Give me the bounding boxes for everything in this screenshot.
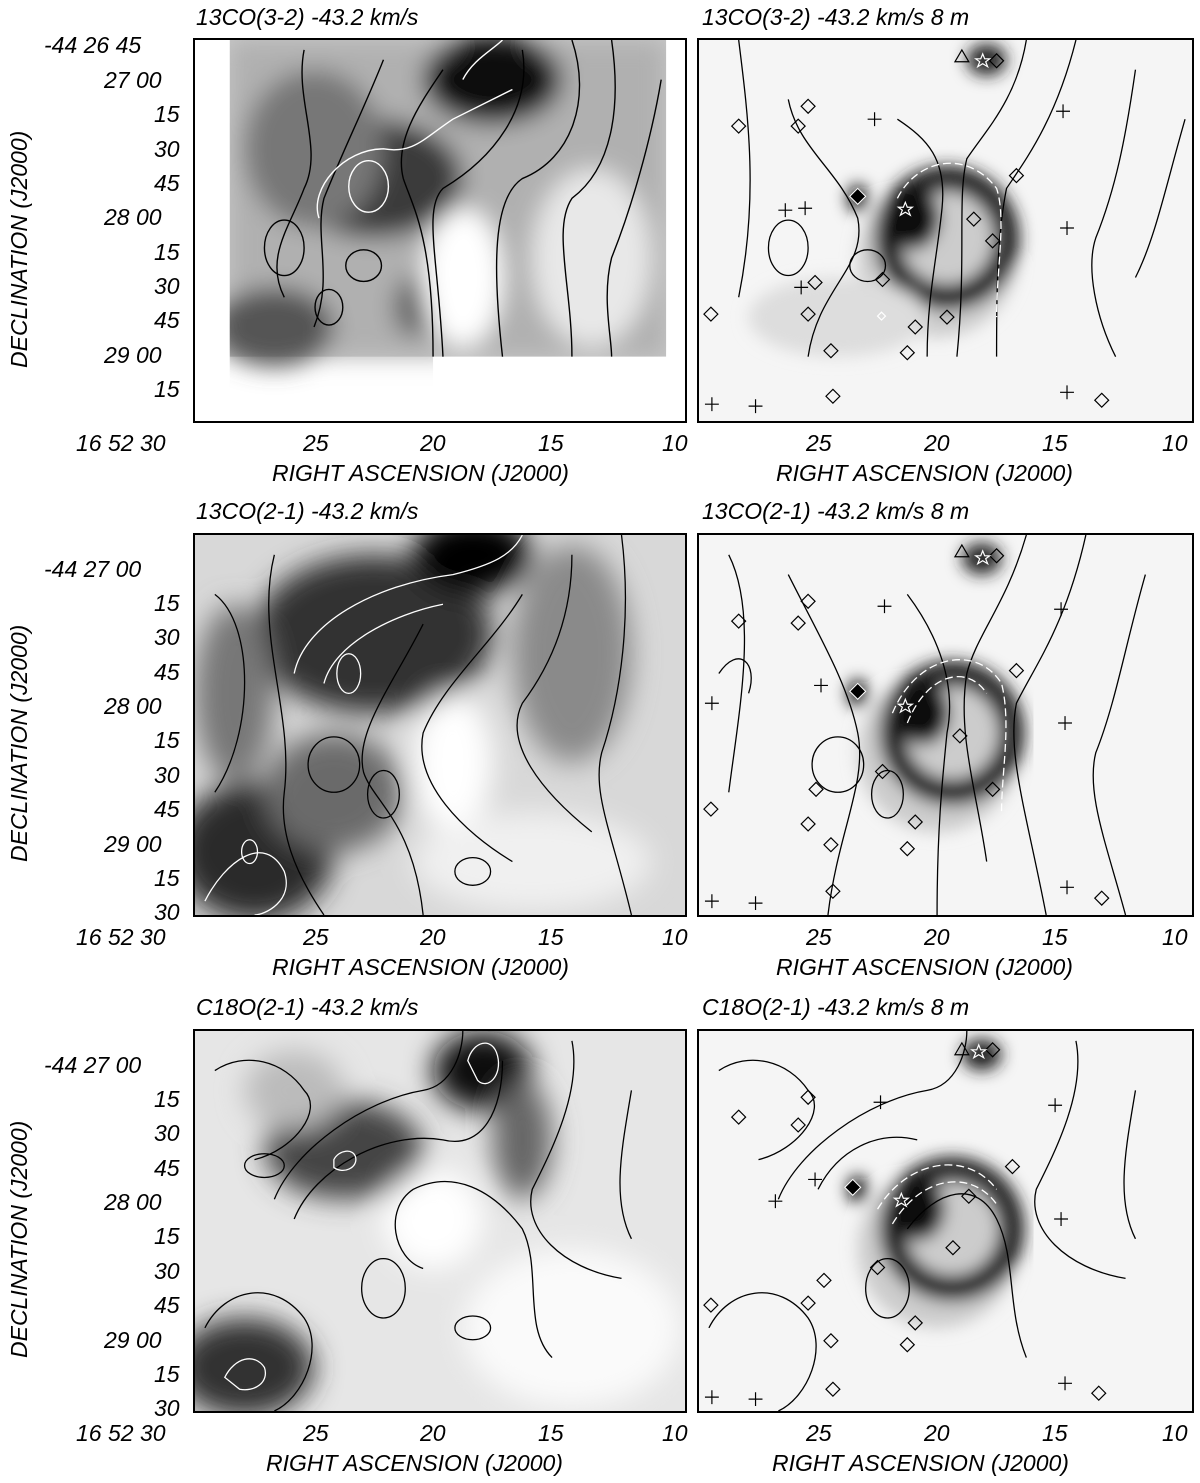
- dec-tick-label: 45: [154, 1292, 180, 1318]
- ra-tick-label: 16 52 30: [76, 1420, 166, 1446]
- ra-tick-label: 10: [662, 924, 688, 950]
- ra-tick-label: 15: [538, 1420, 564, 1446]
- panel-title-right: 13CO(3-2) -43.2 km/s 8 m: [702, 4, 970, 30]
- ra-tick-label: 20: [420, 924, 446, 950]
- ra-tick-label: 16 52 30: [76, 430, 166, 456]
- panel-title-left: 13CO(3-2) -43.2 km/s: [196, 4, 419, 30]
- dec-tick-label: 30: [154, 1120, 180, 1146]
- ra-tick-label: 15: [1042, 1420, 1068, 1446]
- ra-tick-label: 16 52 30: [76, 924, 166, 950]
- grayscale-intensity-map: [195, 40, 685, 421]
- dec-tick-label: 45: [154, 659, 180, 685]
- dec-tick-label: 15: [154, 865, 180, 891]
- grayscale-intensity-map: [195, 1031, 685, 1411]
- map-panel-13co21-right: [697, 533, 1194, 917]
- ra-tick-label: 20: [420, 430, 446, 456]
- dec-tick-label: 45: [154, 170, 180, 196]
- y-axis-label: DECLINATION (J2000): [6, 624, 32, 862]
- dec-tick-label: 30: [154, 899, 180, 925]
- grayscale-intensity-map: [195, 535, 685, 915]
- 8-micron-overlay-map: [699, 1031, 1192, 1411]
- x-axis-label: RIGHT ASCENSION (J2000): [776, 954, 1073, 980]
- ra-tick-label: 10: [1162, 1420, 1188, 1446]
- dec-tick-label: 15: [154, 727, 180, 753]
- dec-tick-label: 15: [154, 1086, 180, 1112]
- ra-tick-label: 25: [303, 1420, 329, 1446]
- ra-tick-label: 25: [303, 430, 329, 456]
- ra-tick-label: 25: [806, 1420, 832, 1446]
- x-axis-label: RIGHT ASCENSION (J2000): [272, 954, 569, 980]
- map-panel-13co32-right: [697, 38, 1194, 423]
- dec-tick-label: 30: [154, 624, 180, 650]
- panel-title-right: C18O(2-1) -43.2 km/s 8 m: [702, 994, 970, 1020]
- ra-tick-label: 15: [538, 430, 564, 456]
- panel-title-left: C18O(2-1) -43.2 km/s: [196, 994, 419, 1020]
- dec-tick-label: -44 27 00: [44, 1052, 142, 1078]
- ra-tick-label: 15: [538, 924, 564, 950]
- dec-tick-label: 28 00: [104, 1189, 162, 1215]
- dec-tick-label: 30: [154, 762, 180, 788]
- ra-tick-label: 20: [924, 924, 950, 950]
- dec-tick-label: 27 00: [104, 67, 162, 93]
- ra-tick-label: 20: [420, 1420, 446, 1446]
- dec-tick-label: 30: [154, 273, 180, 299]
- ra-tick-label: 15: [1042, 430, 1068, 456]
- dec-tick-label: 28 00: [104, 693, 162, 719]
- dec-tick-label: 29 00: [104, 1327, 162, 1353]
- ra-tick-label: 10: [1162, 924, 1188, 950]
- ra-tick-label: 25: [303, 924, 329, 950]
- y-axis-label: DECLINATION (J2000): [6, 130, 32, 368]
- ra-tick-label: 15: [1042, 924, 1068, 950]
- map-panel-13co21-left: [193, 533, 687, 917]
- dec-tick-label: 15: [154, 1223, 180, 1249]
- 8-micron-overlay-map: [699, 535, 1192, 915]
- dec-tick-label: 15: [154, 101, 180, 127]
- map-panel-13co32-left: [193, 38, 687, 423]
- dec-tick-label: 30: [154, 1258, 180, 1284]
- map-panel-c18o21-right: [697, 1029, 1194, 1413]
- dec-tick-label: 45: [154, 1155, 180, 1181]
- dec-tick-label: -44 27 00: [44, 556, 142, 582]
- dec-tick-label: 30: [154, 1395, 180, 1421]
- y-axis-label: DECLINATION (J2000): [6, 1120, 32, 1358]
- dec-tick-label: 45: [154, 307, 180, 333]
- dec-tick-label: 15: [154, 239, 180, 265]
- 8-micron-overlay-map: [699, 40, 1192, 421]
- x-axis-label: RIGHT ASCENSION (J2000): [776, 460, 1073, 486]
- ra-tick-label: 10: [662, 1420, 688, 1446]
- ra-tick-label: 10: [662, 430, 688, 456]
- dec-tick-label: 15: [154, 376, 180, 402]
- ra-tick-label: 25: [806, 924, 832, 950]
- panel-title-right: 13CO(2-1) -43.2 km/s 8 m: [702, 498, 970, 524]
- ra-tick-label: 25: [806, 430, 832, 456]
- x-axis-label: RIGHT ASCENSION (J2000): [772, 1450, 1069, 1476]
- dec-tick-label: 29 00: [104, 342, 162, 368]
- dec-tick-label: 30: [154, 136, 180, 162]
- x-axis-label: RIGHT ASCENSION (J2000): [266, 1450, 563, 1476]
- dec-tick-label: 45: [154, 796, 180, 822]
- map-panel-c18o21-left: [193, 1029, 687, 1413]
- panel-title-left: 13CO(2-1) -43.2 km/s: [196, 498, 419, 524]
- ra-tick-label: 20: [924, 430, 950, 456]
- ra-tick-label: 10: [1162, 430, 1188, 456]
- dec-tick-label: -44 26 45: [44, 32, 142, 58]
- dec-tick-label: 15: [154, 590, 180, 616]
- dec-tick-label: 28 00: [104, 204, 162, 230]
- dec-tick-label: 15: [154, 1361, 180, 1387]
- x-axis-label: RIGHT ASCENSION (J2000): [272, 460, 569, 486]
- ra-tick-label: 20: [924, 1420, 950, 1446]
- dec-tick-label: 29 00: [104, 831, 162, 857]
